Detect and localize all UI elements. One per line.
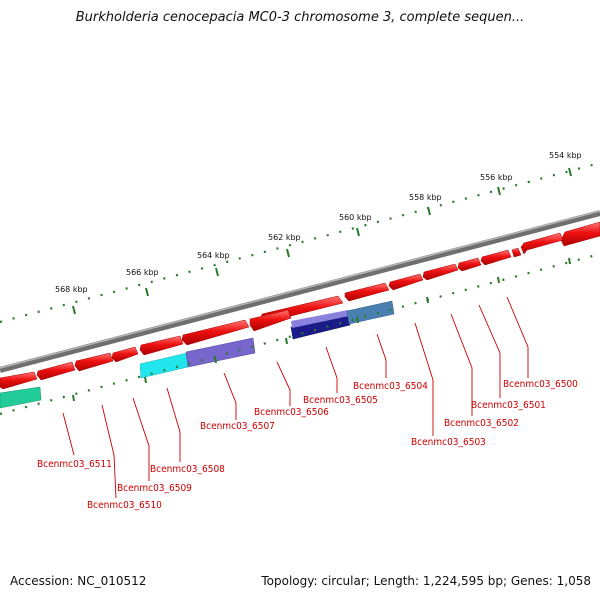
gene-label: Bcenmc03_6511: [37, 459, 112, 470]
gene-label: Bcenmc03_6510: [87, 500, 162, 511]
scale-label: 556 kbp: [480, 173, 513, 182]
leader-line: [101, 404, 117, 499]
outer-scale-track: [0, 161, 600, 324]
scale-tick: [214, 356, 217, 364]
leader-line: [166, 387, 181, 462]
cds-track: [0, 221, 600, 390]
gene-label: Bcenmc03_6504: [353, 381, 428, 392]
gene-label: Bcenmc03_6501: [471, 400, 546, 411]
leader-line: [450, 313, 473, 416]
leader-line: [414, 322, 434, 436]
cds-arrow: [36, 361, 76, 381]
scale-label: 558 kbp: [409, 193, 442, 202]
label-leaders: [62, 296, 529, 499]
cds-arrow: [139, 335, 184, 356]
scale-tick: [145, 287, 149, 297]
scale-tick: [568, 167, 572, 177]
scale-tick: [72, 305, 76, 315]
leader-line: [276, 361, 291, 406]
scale-label: 554 kbp: [549, 151, 582, 160]
leader-line: [325, 346, 338, 393]
leader-line: [376, 333, 387, 378]
scale-tick: [72, 394, 75, 402]
scale-tick: [286, 248, 290, 258]
scale-tick: [285, 337, 288, 345]
feature-block-steel: [346, 300, 395, 325]
feature-block-purple: [185, 337, 256, 368]
accession-text: Accession: NC_010512: [10, 574, 147, 588]
feature-block-teal: [0, 386, 42, 409]
scale-tick: [568, 257, 571, 265]
scale-label: 566 kbp: [126, 268, 159, 277]
gene-label: Bcenmc03_6502: [444, 418, 519, 429]
scale-tick: [427, 206, 431, 216]
cds-arrow: [0, 371, 38, 390]
scale-labels: 554 kbp 556 kbp 558 kbp 560 kbp 562 kbp …: [55, 151, 582, 294]
gene-label: Bcenmc03_6506: [254, 407, 329, 418]
cds-arrow: [181, 319, 250, 346]
scale-tick: [426, 296, 429, 304]
gene-label: Bcenmc03_6503: [411, 437, 486, 448]
gene-label: Bcenmc03_6500: [503, 379, 578, 390]
scale-tick: [144, 376, 147, 384]
cds-arrow: [457, 257, 482, 272]
cds-arrow: [560, 221, 600, 247]
scale-tick: [497, 186, 501, 196]
cds-arrow: [111, 346, 139, 363]
gene-label: Bcenmc03_6505: [303, 395, 378, 406]
scale-label: 562 kbp: [268, 233, 301, 242]
leader-line: [223, 372, 237, 420]
scale-tick: [356, 227, 360, 237]
map-title: Burkholderia cenocepacia MC0-3 chromosom…: [75, 10, 525, 25]
cds-arrow: [520, 232, 564, 255]
gene-label: Bcenmc03_6508: [150, 464, 225, 475]
cds-arrow: [249, 309, 292, 332]
scale-label: 564 kbp: [197, 251, 230, 260]
inner-scale-track: [0, 252, 600, 416]
cds-arrow: [511, 247, 522, 258]
leader-line: [506, 296, 529, 378]
cds-arrow: [388, 273, 424, 291]
gene-label: Bcenmc03_6507: [200, 421, 275, 432]
scale-tick: [215, 267, 219, 277]
feature-track: [0, 300, 395, 409]
genome-backbone: [0, 210, 600, 373]
genome-summary-text: Topology: circular; Length: 1,224,595 bp…: [261, 574, 591, 588]
scale-label: 568 kbp: [55, 285, 88, 294]
gene-label: Bcenmc03_6509: [117, 483, 192, 494]
cds-arrow: [422, 263, 459, 281]
cds-arrow: [344, 282, 390, 302]
leader-line: [478, 304, 501, 398]
scale-tick: [356, 316, 359, 324]
leader-line: [62, 412, 75, 456]
leader-line: [132, 397, 150, 481]
scale-label: 560 kbp: [339, 213, 372, 222]
gene-labels: Bcenmc03_6500 Bcenmc03_6501 Bcenmc03_650…: [37, 379, 578, 511]
cds-arrow: [74, 352, 114, 372]
cds-arrow: [480, 249, 512, 266]
scale-ticks: [72, 167, 572, 315]
feature-block-lavender: [291, 310, 349, 328]
feature-block-cyan: [139, 352, 189, 379]
scale-tick: [497, 276, 500, 284]
